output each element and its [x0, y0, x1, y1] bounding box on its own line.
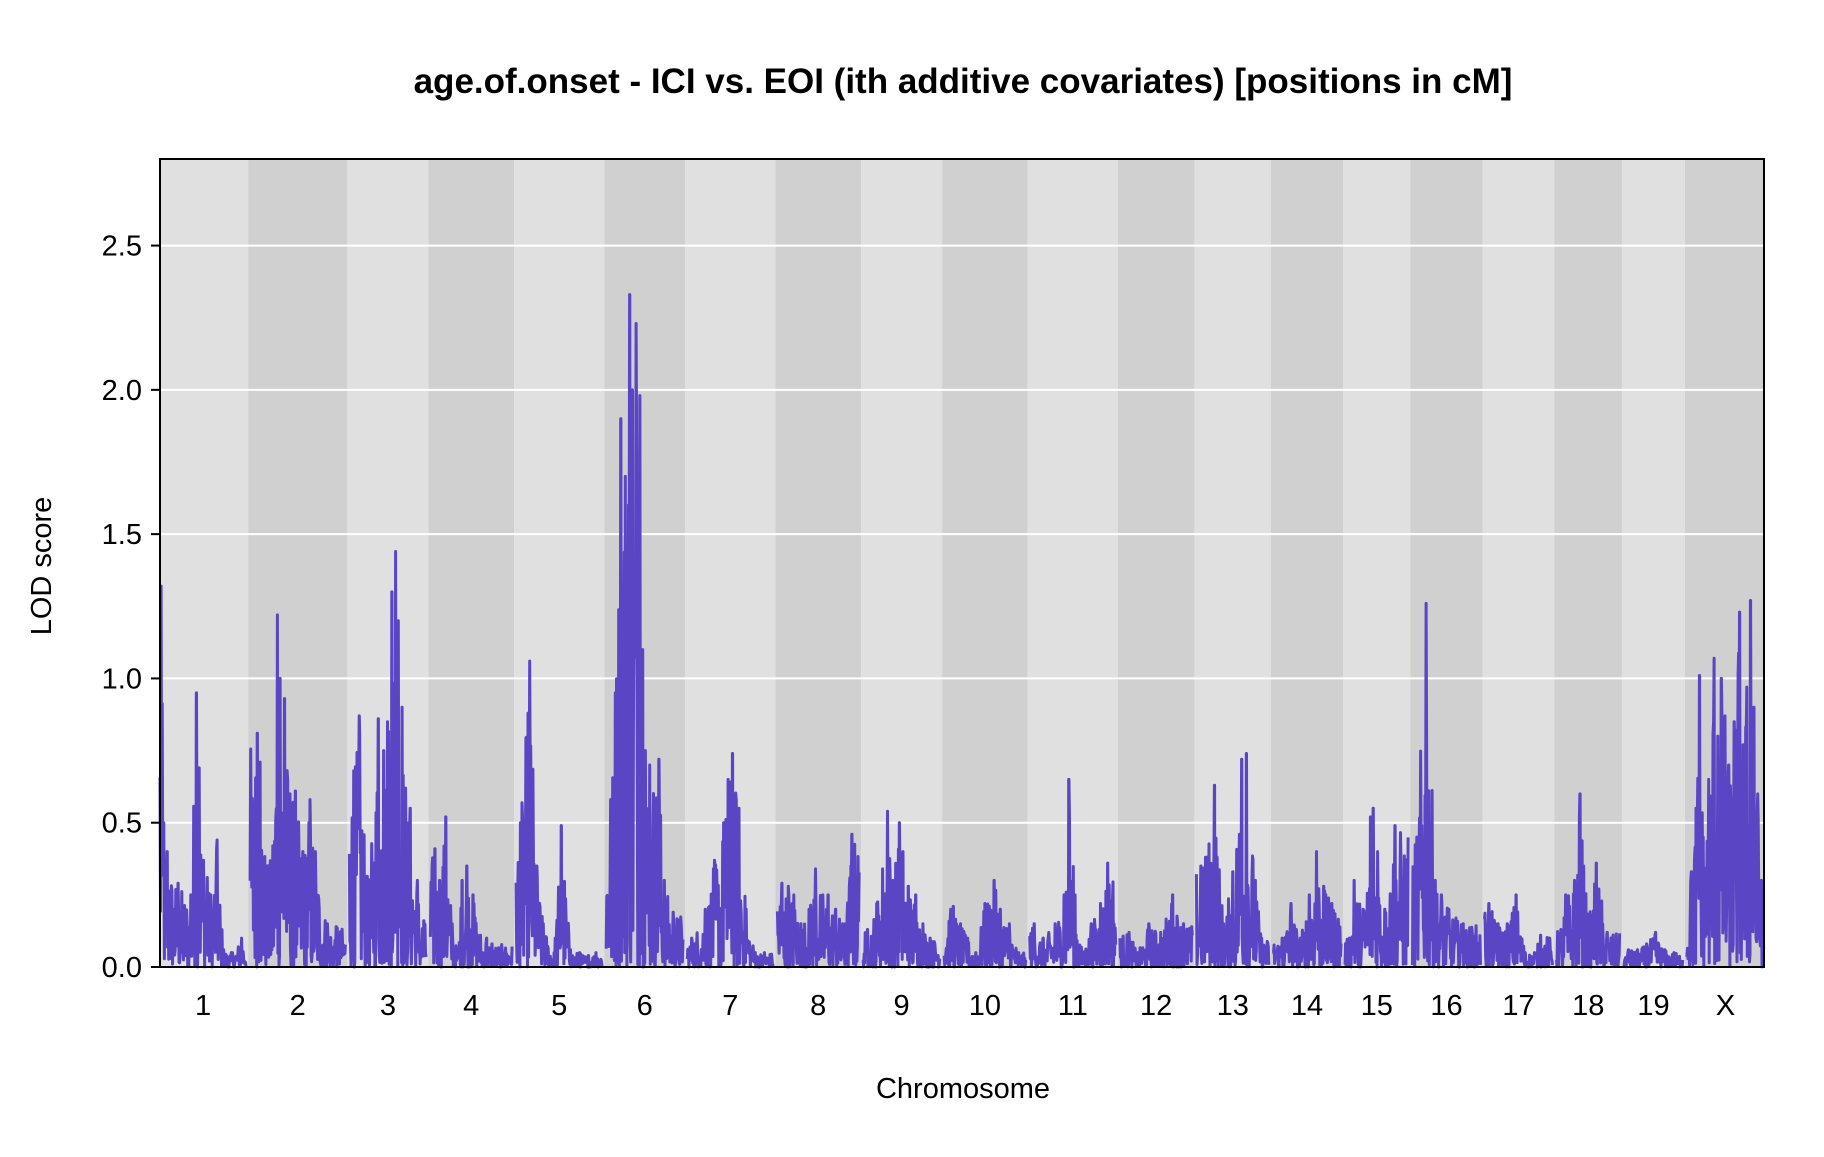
- y-tick-label: 0.5: [102, 808, 142, 840]
- chromosome-band-18: [1554, 159, 1621, 967]
- x-tick-label-chr-4: 4: [463, 990, 479, 1022]
- x-tick-label-chr-14: 14: [1291, 990, 1323, 1022]
- y-tick-label: 0.0: [102, 952, 142, 984]
- y-tick-label: 1.5: [102, 519, 142, 551]
- y-tick-label: 2.0: [102, 375, 142, 407]
- chromosome-band-12: [1118, 159, 1195, 967]
- x-axis-label: Chromosome: [876, 1073, 1050, 1105]
- chromosome-band-14: [1271, 159, 1343, 967]
- x-tick-label-chr-8: 8: [810, 990, 826, 1022]
- x-tick-label-chr-X: X: [1716, 990, 1735, 1022]
- chart-title: age.of.onset - ICI vs. EOI (ith additive…: [414, 62, 1513, 101]
- y-ticks: 0.0 0.5 1.0 1.5 2.0 2.5: [102, 231, 160, 984]
- x-tick-label-chr-6: 6: [637, 990, 653, 1022]
- chromosome-band-19: [1622, 159, 1685, 967]
- chromosome-band-11: [1028, 159, 1118, 967]
- x-tick-label-chr-13: 13: [1217, 990, 1249, 1022]
- x-tick-label-chr-16: 16: [1430, 990, 1462, 1022]
- y-axis-label: LOD score: [26, 497, 58, 636]
- x-tick-label-chr-15: 15: [1361, 990, 1393, 1022]
- chromosome-band-9: [861, 159, 942, 967]
- chromosome-band-8: [775, 159, 861, 967]
- x-tick-label-chr-12: 12: [1140, 990, 1172, 1022]
- x-tick-label-chr-9: 9: [894, 990, 910, 1022]
- x-tick-label-chr-3: 3: [380, 990, 396, 1022]
- x-tick-label-chr-1: 1: [195, 990, 211, 1022]
- x-tick-label-chr-7: 7: [722, 990, 738, 1022]
- x-tick-label-chr-10: 10: [969, 990, 1001, 1022]
- chromosome-band-10: [942, 159, 1028, 967]
- y-tick-label: 1.0: [102, 663, 142, 695]
- chromosome-band-13: [1194, 159, 1271, 967]
- chromosome-band-4: [428, 159, 514, 967]
- x-tick-label-chr-19: 19: [1637, 990, 1669, 1022]
- x-tick-label-chr-17: 17: [1502, 990, 1534, 1022]
- chromosome-band-17: [1482, 159, 1554, 967]
- y-tick-label: 2.5: [102, 231, 142, 263]
- x-tick-label-chr-18: 18: [1572, 990, 1604, 1022]
- x-tick-label-chr-11: 11: [1058, 990, 1088, 1022]
- x-tick-label-chr-2: 2: [290, 990, 306, 1022]
- x-tick-label-chr-5: 5: [551, 990, 567, 1022]
- chromosome-band-1: [160, 159, 248, 967]
